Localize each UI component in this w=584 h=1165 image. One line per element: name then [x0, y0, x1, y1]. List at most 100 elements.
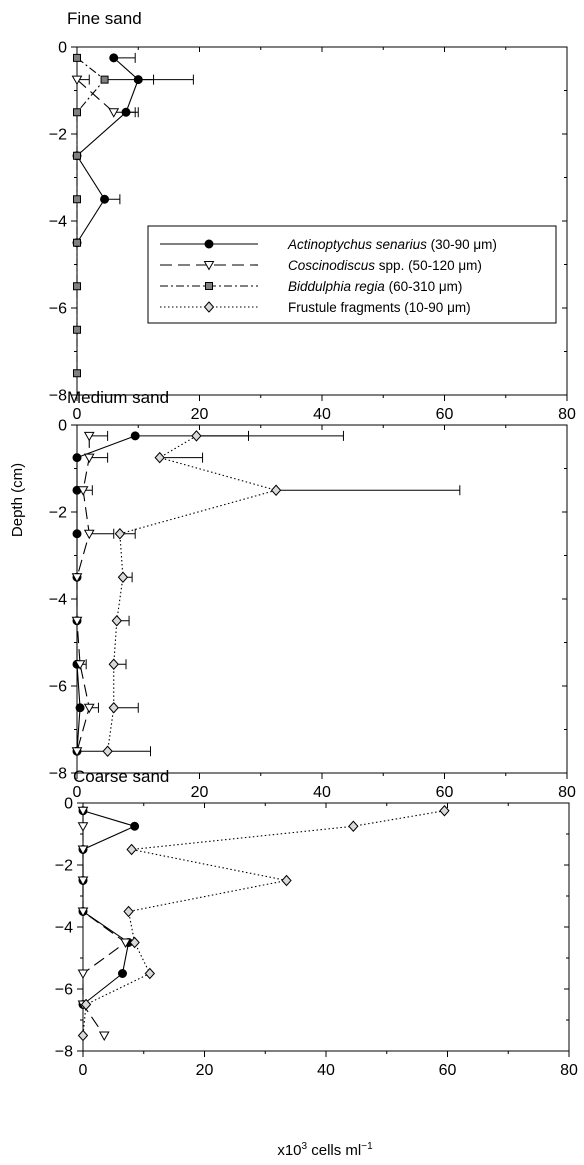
x-axis-label-sup: 3 [302, 1141, 308, 1152]
data-point-fragments [154, 451, 165, 464]
legend-entry-2: Biddulphia regia (60-310 μm) [288, 279, 462, 294]
legend-entry-italic: Coscinodiscus [288, 258, 375, 273]
series-line-biddulphia [76, 57, 106, 374]
data-point-actinoptychus [75, 703, 85, 713]
legend-marker [205, 282, 213, 290]
legend-entry-italic: Actinoptychus senarius [287, 237, 427, 252]
data-point-fragments [439, 805, 450, 817]
y-tick-label: −6 [55, 982, 73, 999]
series-line-actinoptychus [76, 57, 139, 244]
data-point-actinoptychus [100, 194, 110, 204]
data-point-coscinodiscus [120, 938, 131, 949]
series-line-fragments [82, 810, 445, 1036]
y-tick-label: −2 [55, 858, 73, 875]
data-point-fragments [102, 745, 113, 757]
data-point-coscinodiscus [77, 806, 89, 817]
y-tick-label: −8 [55, 1044, 73, 1061]
y-tick-label: 0 [58, 40, 67, 57]
y-tick-label: −8 [49, 388, 67, 405]
data-point-coscinodiscus [77, 969, 89, 980]
data-point-coscinodiscus [98, 1031, 110, 1042]
data-point-coscinodiscus [77, 845, 89, 856]
y-axis-label: Depth (cm) [9, 463, 26, 537]
y-tick-label: 0 [58, 418, 67, 435]
legend-entry-text: spp. (50-120 μm) [375, 258, 482, 273]
data-point-biddulphia [73, 238, 81, 247]
data-point-actinoptychus [72, 453, 82, 463]
plot-frame [82, 802, 570, 1052]
data-point-actinoptychus [130, 431, 140, 441]
legend-marker [203, 261, 215, 271]
y-tick-label: −2 [49, 505, 67, 522]
data-point-fragments [108, 702, 119, 714]
series-line-actinoptychus [82, 810, 137, 1005]
y-tick-label: 0 [64, 796, 73, 813]
legend-entry-text: (30-90 μm) [427, 237, 497, 252]
data-point-coscinodiscus [108, 108, 120, 118]
series-actinoptychus [72, 430, 249, 756]
y-tick-label: −2 [49, 127, 67, 144]
data-point-fragments [108, 658, 119, 670]
legend-entry-1: Coscinodiscus spp. (50-120 μm) [288, 258, 482, 273]
data-point-coscinodiscus [71, 616, 83, 627]
x-tick-label: 60 [436, 784, 454, 801]
series-coscinodiscus [77, 806, 131, 1042]
legend-entry-0: Actinoptychus senarius (30-90 μm) [287, 237, 497, 252]
data-point-coscinodiscus [77, 486, 89, 496]
x-tick-label: 40 [313, 406, 331, 423]
y-tick-label: −4 [49, 592, 67, 609]
series-line-coscinodiscus [76, 79, 115, 113]
y-tick-label: −6 [49, 301, 67, 318]
data-point-coscinodiscus [83, 529, 95, 540]
data-point-coscinodiscus [77, 876, 89, 887]
data-point-actinoptychus [109, 53, 119, 63]
series-line-fragments [107, 435, 279, 752]
data-point-biddulphia [73, 195, 81, 204]
data-point-coscinodiscus [71, 75, 83, 86]
data-point-biddulphia [100, 75, 109, 84]
legend-marker [203, 301, 215, 313]
x-tick-label: 20 [196, 1062, 214, 1079]
data-point-fragments [123, 905, 134, 918]
x-tick-label: 40 [313, 784, 331, 801]
x-tick-label: 80 [558, 406, 576, 423]
data-point-biddulphia [73, 53, 81, 62]
plot-frame [76, 424, 568, 774]
legend-entry-3: Frustule fragments (10-90 μm) [288, 300, 471, 315]
data-point-fragments [281, 874, 292, 887]
data-point-actinoptychus [130, 821, 140, 831]
series-coscinodiscus [71, 74, 136, 118]
series-line-coscinodiscus [82, 810, 127, 1036]
data-point-fragments [114, 528, 126, 540]
data-point-coscinodiscus [77, 822, 89, 832]
x-tick-label: 40 [317, 1062, 335, 1079]
legend-entry-italic: Biddulphia regia [288, 279, 385, 294]
x-tick-label: 0 [79, 1062, 88, 1079]
x-axis-label-mid: cells ml [307, 1142, 361, 1159]
data-point-biddulphia [73, 369, 81, 378]
data-point-coscinodiscus [74, 660, 86, 670]
data-point-fragments [129, 936, 140, 949]
x-tick-label: 20 [191, 784, 209, 801]
x-tick-label: 60 [439, 1062, 457, 1079]
series-actinoptychus [72, 52, 194, 248]
data-point-coscinodiscus [83, 453, 95, 464]
data-point-actinoptychus [72, 529, 82, 539]
data-point-fragments [126, 843, 137, 856]
data-point-biddulphia [73, 151, 81, 160]
data-point-actinoptychus [117, 969, 127, 978]
data-point-fragments [77, 1029, 89, 1042]
data-point-fragments [144, 967, 155, 980]
panel-title: Fine sand [67, 9, 142, 28]
panel-title: Coarse sand [73, 767, 169, 786]
data-point-biddulphia [73, 325, 81, 334]
data-point-fragments [117, 571, 129, 583]
data-point-fragments [80, 998, 92, 1011]
data-point-coscinodiscus [83, 431, 95, 442]
data-point-fragments [191, 430, 202, 442]
x-axis-label-main: x10 [277, 1142, 301, 1159]
data-point-fragments [270, 484, 282, 496]
